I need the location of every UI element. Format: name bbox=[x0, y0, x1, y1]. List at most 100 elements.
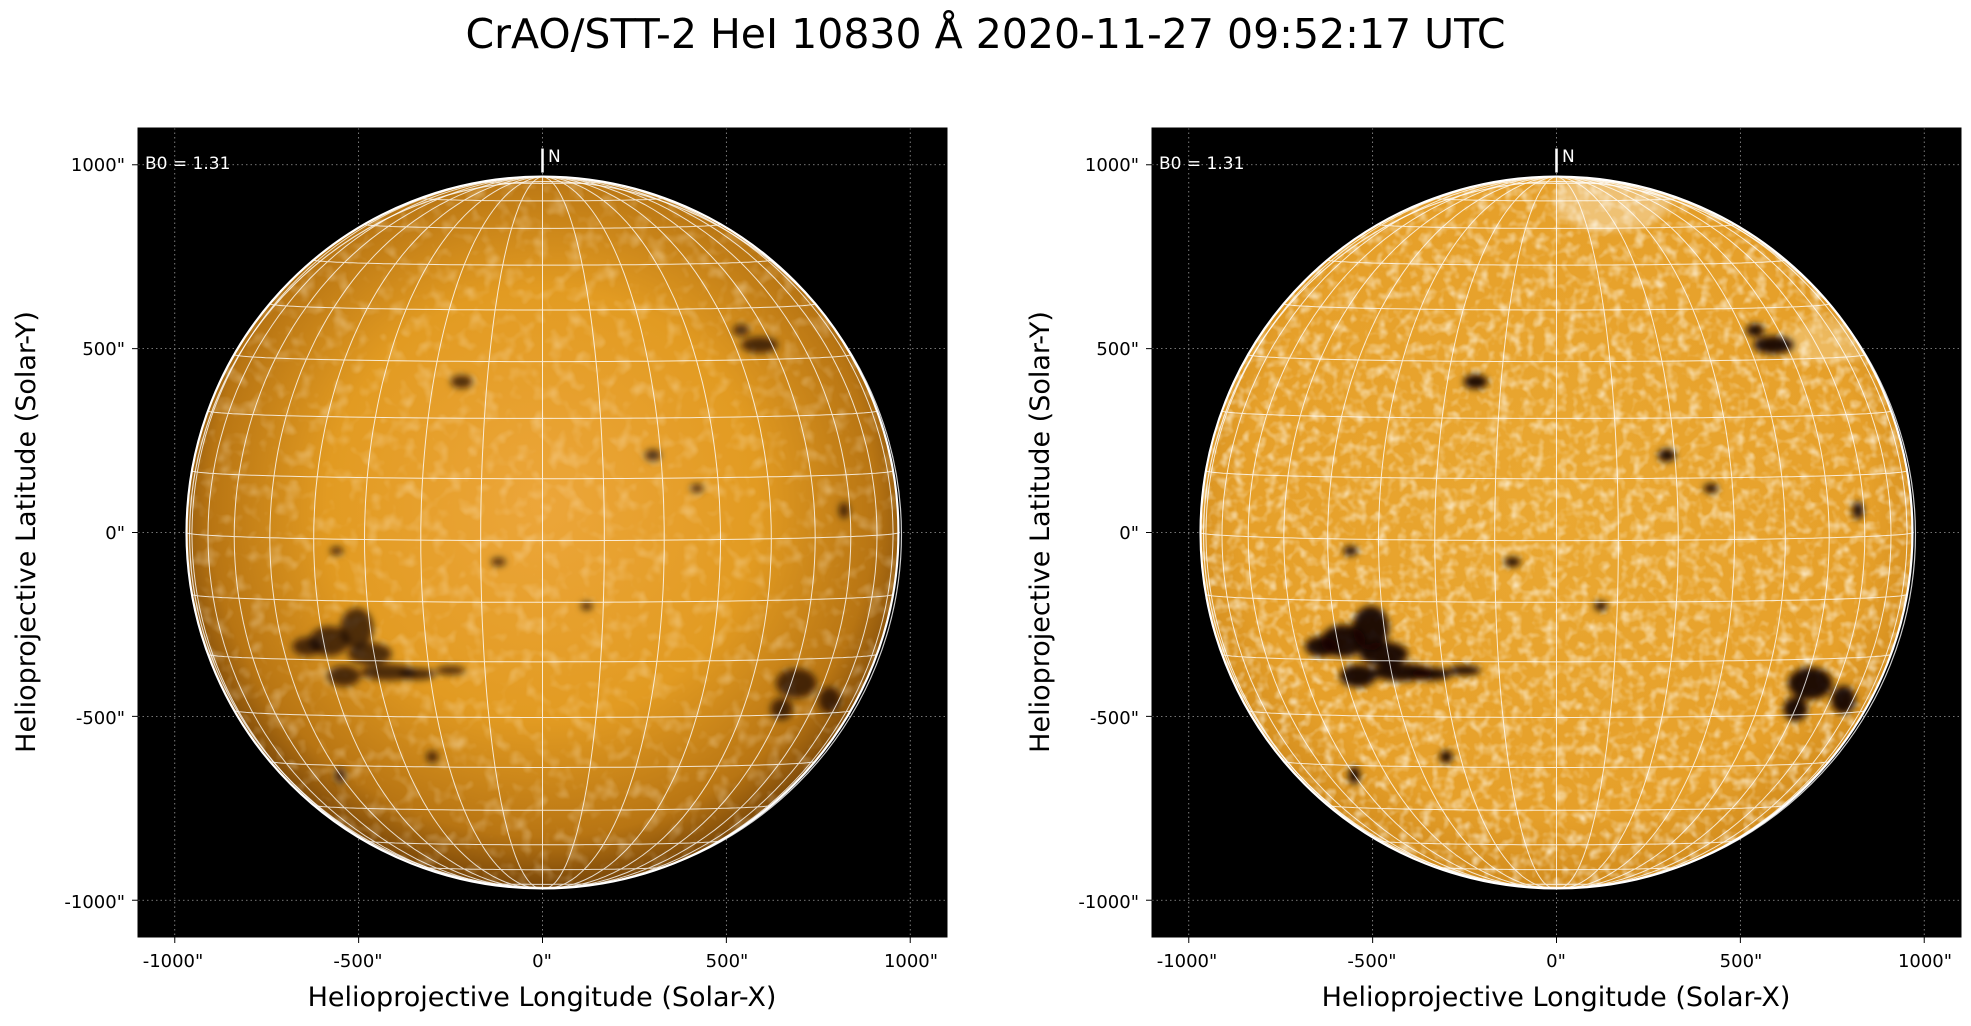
right-parallel bbox=[1494, 181, 1619, 184]
left-parallel bbox=[233, 354, 852, 363]
left-dark-features bbox=[292, 324, 850, 784]
left-x-tick-label: 500" bbox=[706, 951, 749, 972]
right-parallel bbox=[1200, 532, 1913, 542]
left-parallel bbox=[207, 410, 878, 419]
right-parallel bbox=[1247, 710, 1866, 718]
right-dark-feature bbox=[1304, 636, 1338, 657]
left-dark-feature bbox=[327, 665, 361, 687]
left-parallel bbox=[313, 804, 772, 811]
right-dark-feature bbox=[1787, 667, 1833, 700]
left-x-axis-label: Helioprojective Longitude (Solar-X) bbox=[308, 982, 777, 1013]
right-y-tick-label: -500" bbox=[1090, 708, 1139, 729]
left-y-axis-label: Helioprojective Latitude (Solar-Y) bbox=[11, 311, 42, 753]
right-parallel bbox=[1221, 410, 1892, 419]
right-dark-feature bbox=[1411, 667, 1452, 681]
right-x-axis-label: Helioprojective Longitude (Solar-X) bbox=[1322, 982, 1791, 1013]
right-parallel bbox=[1434, 866, 1679, 871]
right-dark-feature bbox=[1594, 601, 1608, 611]
left-dark-feature bbox=[399, 668, 436, 680]
right-parallel bbox=[1221, 653, 1892, 663]
right-dark-feature bbox=[1852, 501, 1864, 520]
left-x-tick-label: -500" bbox=[333, 951, 382, 972]
left-y-tick-label: -1000" bbox=[64, 892, 125, 913]
left-y-tick-label: -500" bbox=[76, 708, 125, 729]
left-dark-feature bbox=[292, 637, 322, 656]
left-y-tick-label: 500" bbox=[82, 339, 125, 360]
left-dark-feature bbox=[329, 546, 344, 556]
left-parallel bbox=[207, 653, 878, 663]
right-dark-feature bbox=[1359, 641, 1408, 666]
left-parallel bbox=[313, 259, 772, 266]
right-parallel bbox=[1205, 593, 1908, 603]
left-dark-feature bbox=[732, 324, 750, 337]
right-y-tick-label: -1000" bbox=[1078, 892, 1139, 913]
right-plot-area bbox=[1146, 127, 1962, 943]
left-x-tick-label: 1000" bbox=[884, 951, 938, 972]
right-y-tick-label: 1000" bbox=[1085, 155, 1139, 176]
left-parallel bbox=[420, 866, 665, 871]
right-dark-feature bbox=[1703, 483, 1719, 494]
left-parallel bbox=[191, 593, 894, 603]
right-dark-feature bbox=[1339, 664, 1377, 688]
right-parallel bbox=[1378, 224, 1735, 229]
right-b0-label: B0 = 1.31 bbox=[1159, 154, 1244, 174]
right-parallel bbox=[1283, 303, 1830, 311]
left-b0-label: B0 = 1.31 bbox=[145, 154, 230, 174]
right-dark-features bbox=[1304, 323, 1864, 785]
left-parallel bbox=[364, 224, 721, 229]
left-parallel bbox=[191, 470, 894, 480]
left-dark-feature bbox=[776, 668, 817, 698]
left-x-tick-label: -1000" bbox=[143, 951, 204, 972]
right-x-tick-label: 500" bbox=[1720, 951, 1763, 972]
left-parallel bbox=[233, 710, 852, 718]
left-dark-feature bbox=[491, 557, 506, 567]
left-dark-feature bbox=[580, 601, 593, 611]
left-parallel bbox=[269, 760, 816, 768]
right-north-label: N bbox=[1562, 147, 1575, 167]
right-parallel bbox=[1283, 760, 1830, 768]
left-x-tick-label: 0" bbox=[532, 951, 552, 972]
right-heliographic-grid bbox=[1200, 176, 1913, 889]
right-x-tick-label: -1000" bbox=[1157, 951, 1218, 972]
right-dark-feature bbox=[1448, 665, 1481, 676]
right-parallel bbox=[1205, 470, 1908, 480]
right-dark-feature bbox=[1463, 374, 1488, 390]
right-dark-feature bbox=[1439, 750, 1453, 764]
left-parallel bbox=[186, 532, 899, 542]
left-dark-feature bbox=[818, 686, 841, 713]
right-dark-feature bbox=[1753, 336, 1794, 354]
left-parallel bbox=[420, 197, 665, 202]
right-parallel bbox=[1327, 804, 1786, 811]
left-limb-outline-secondary bbox=[188, 180, 903, 889]
left-dark-feature bbox=[426, 750, 439, 763]
left-parallel bbox=[480, 181, 605, 184]
right-x-tick-label: -500" bbox=[1347, 951, 1396, 972]
right-dark-feature bbox=[1746, 323, 1764, 337]
right-dark-feature bbox=[1657, 448, 1676, 462]
left-plot-area bbox=[132, 127, 948, 943]
right-parallel bbox=[1434, 197, 1679, 202]
left-dark-feature bbox=[690, 483, 704, 493]
left-y-tick-label: 1000" bbox=[71, 155, 125, 176]
right-parallel bbox=[1378, 840, 1735, 846]
left-dark-feature bbox=[450, 375, 473, 389]
right-limb-outline bbox=[1199, 175, 1914, 890]
right-dark-feature bbox=[1504, 557, 1521, 567]
right-y-axis-label: Helioprojective Latitude (Solar-Y) bbox=[1025, 311, 1056, 753]
right-x-tick-label: 0" bbox=[1546, 951, 1566, 972]
left-dark-feature bbox=[838, 502, 850, 519]
left-dark-feature bbox=[435, 665, 466, 675]
right-x-tick-label: 1000" bbox=[1898, 951, 1952, 972]
left-dark-feature bbox=[347, 642, 392, 665]
right-y-tick-label: 0" bbox=[1119, 523, 1139, 544]
right-dark-feature bbox=[1343, 546, 1358, 556]
left-y-tick-label: 0" bbox=[105, 523, 125, 544]
figure-title: CrAO/STT-2 HeI 10830 Å 2020-11-27 09:52:… bbox=[465, 10, 1506, 58]
left-parallel bbox=[269, 303, 816, 311]
right-parallel bbox=[1247, 354, 1866, 363]
right-y-tick-label: 500" bbox=[1096, 339, 1139, 360]
left-dark-feature bbox=[644, 449, 661, 462]
